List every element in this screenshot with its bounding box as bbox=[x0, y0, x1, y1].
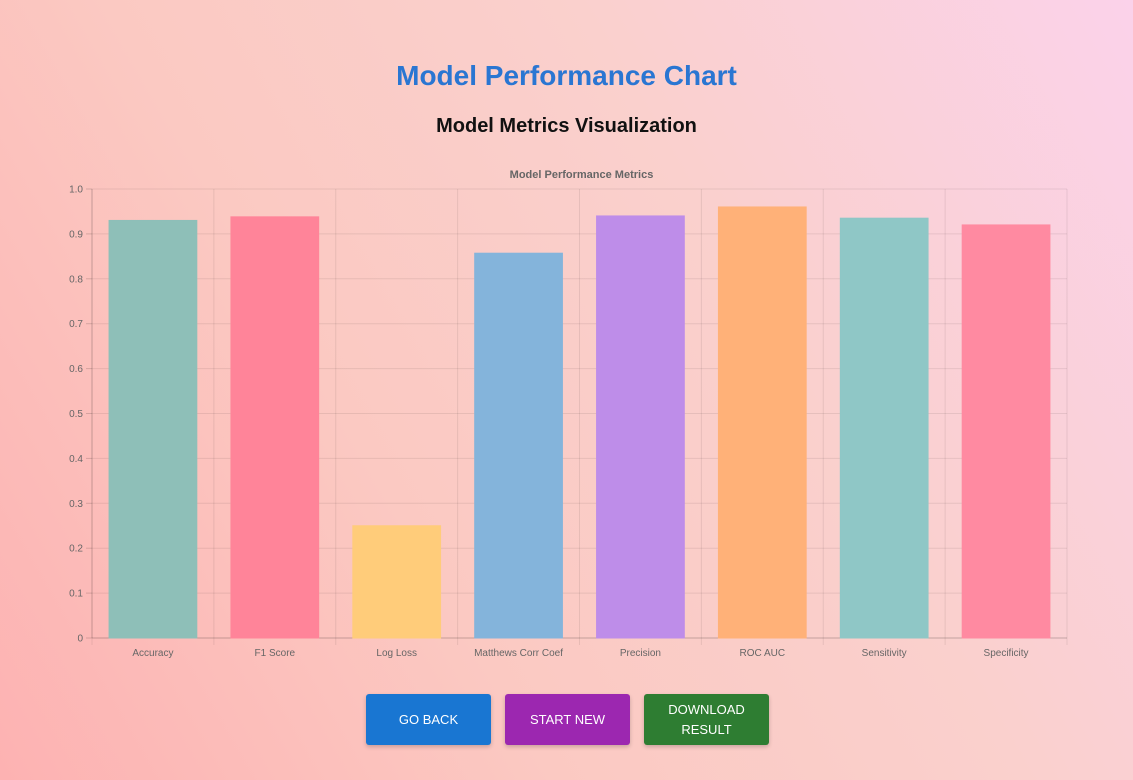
y-tick-label: 0.7 bbox=[69, 319, 83, 330]
y-tick-label: 1.0 bbox=[69, 185, 83, 196]
y-tick-label: 0.2 bbox=[69, 544, 83, 555]
chart-subtitle: Model Metrics Visualization bbox=[436, 115, 697, 137]
bar-specificity bbox=[961, 224, 1051, 639]
action-buttons: GO BACK START NEW DOWNLOAD RESULT bbox=[366, 694, 769, 745]
page-title: Model Performance Chart bbox=[396, 60, 737, 91]
y-tick-label: 0.9 bbox=[69, 229, 83, 240]
download-result-button[interactable]: DOWNLOAD RESULT bbox=[644, 694, 769, 745]
bar-precision bbox=[596, 215, 685, 639]
bar-roc-auc bbox=[717, 206, 807, 639]
x-tick-label: Log Loss bbox=[376, 648, 417, 659]
x-tick-label: Sensitivity bbox=[862, 648, 907, 659]
y-tick-label: 0.5 bbox=[69, 409, 83, 420]
bar-accuracy bbox=[108, 219, 198, 639]
x-tick-label: F1 Score bbox=[255, 648, 296, 659]
x-tick-label: Accuracy bbox=[132, 648, 173, 659]
x-tick-label: Matthews Corr Coef bbox=[474, 648, 563, 659]
y-tick-label: 0.8 bbox=[69, 274, 83, 285]
bar-sensitivity bbox=[839, 217, 929, 639]
x-tick-label: ROC AUC bbox=[740, 648, 786, 659]
x-tick-label: Precision bbox=[620, 648, 661, 659]
bar-f1-score bbox=[230, 216, 320, 639]
go-back-button[interactable]: GO BACK bbox=[366, 694, 491, 745]
start-new-button[interactable]: START NEW bbox=[505, 694, 630, 745]
y-tick-label: 0.3 bbox=[69, 499, 83, 510]
chart-title: Model Performance Metrics bbox=[510, 169, 654, 181]
bar-chart: Model Performance Metrics 0 0.1 0.2 0.3 0.4 0.… bbox=[69, 169, 1068, 659]
y-tick-label: 0.4 bbox=[69, 454, 83, 465]
y-tick-label: 0.6 bbox=[69, 364, 83, 375]
chart-container: Model Performance Metrics 0 0.1 0.2 0.3 0.4 0.… bbox=[0, 160, 1133, 670]
x-tick-label: Specificity bbox=[984, 648, 1029, 659]
y-tick-label: 0.1 bbox=[69, 589, 83, 600]
y-tick-label: 0 bbox=[77, 634, 83, 645]
bar-matthews-corr-coef bbox=[474, 252, 563, 639]
bar-log-loss bbox=[352, 525, 442, 639]
